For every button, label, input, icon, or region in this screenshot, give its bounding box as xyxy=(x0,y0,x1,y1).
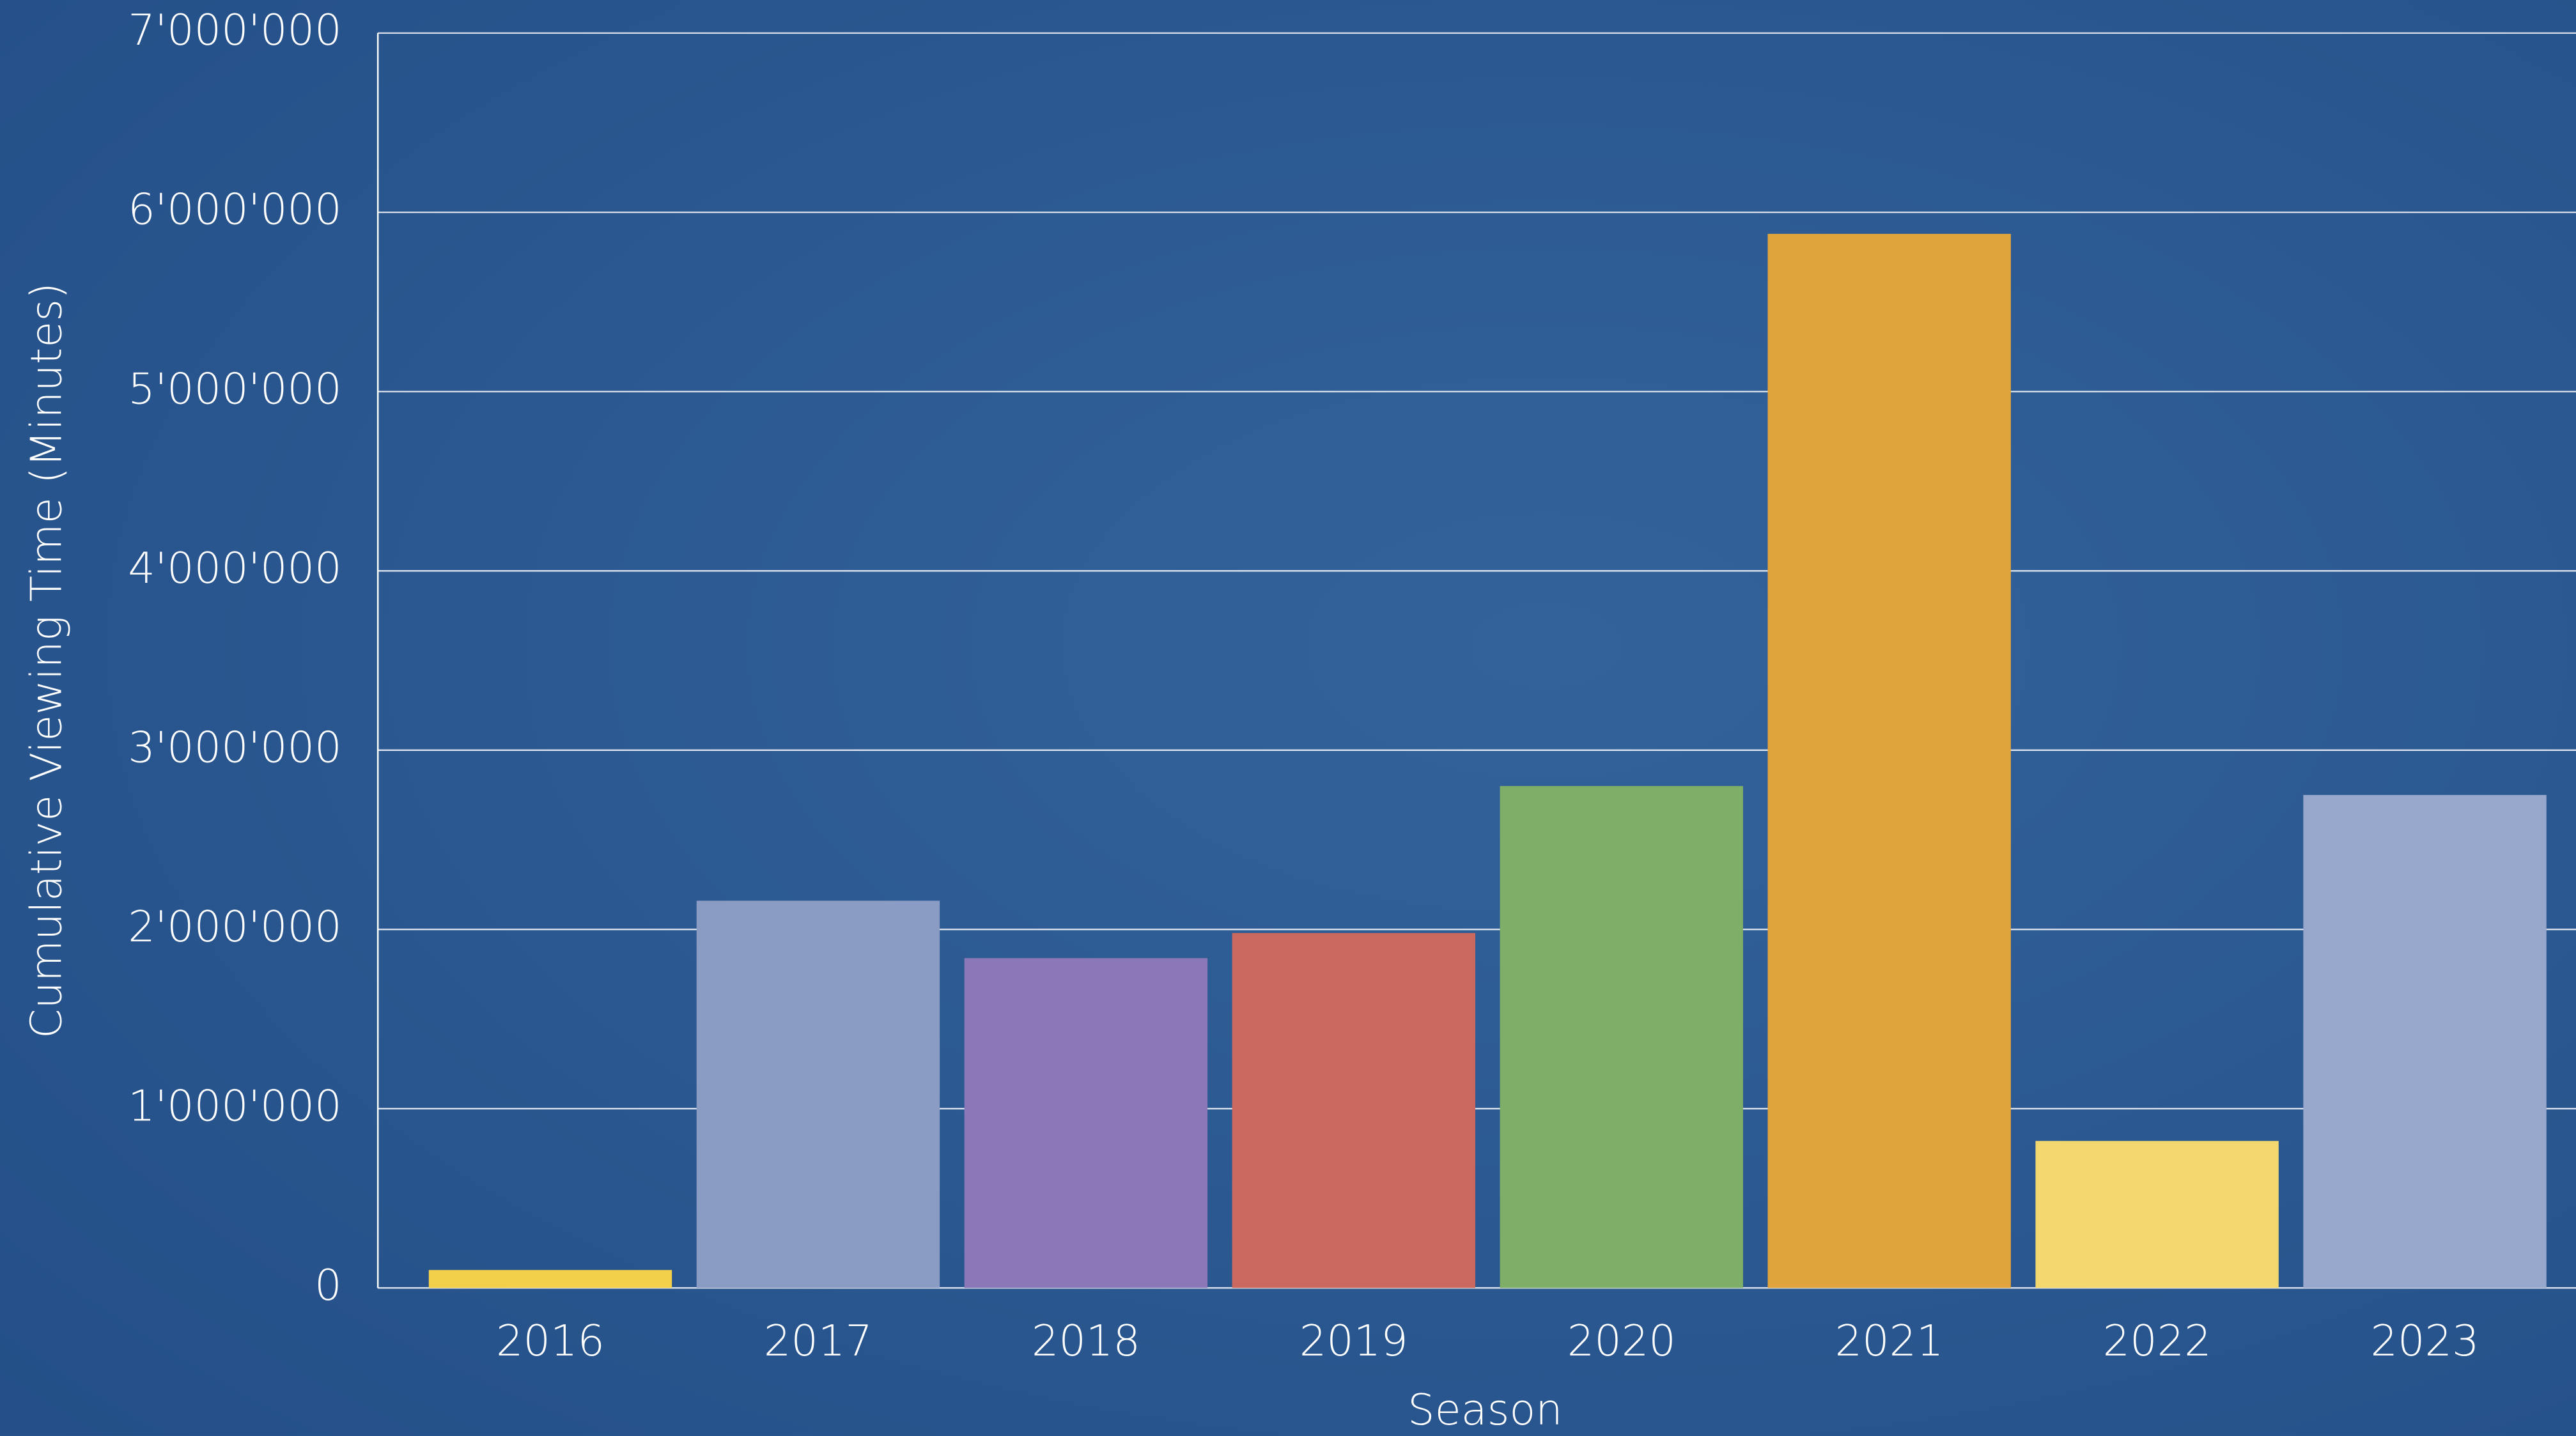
bar xyxy=(1232,932,1475,1288)
y-tick-label: 6'000'000 xyxy=(128,185,341,235)
y-tick-label: 5'000'000 xyxy=(128,364,341,413)
x-tick-label: 2019 xyxy=(1300,1316,1408,1366)
x-tick-label: 2022 xyxy=(2103,1316,2212,1366)
y-tick-label: 7'000'000 xyxy=(128,5,341,55)
bar xyxy=(2303,794,2547,1288)
y-axis-label: Cumulative Viewing Time (Minutes) xyxy=(22,282,72,1038)
x-tick-label: 2023 xyxy=(2371,1316,2479,1366)
y-tick-label: 2'000'000 xyxy=(128,902,341,952)
y-tick-label: 3'000'000 xyxy=(128,722,341,772)
y-tick-label: 4'000'000 xyxy=(128,543,341,593)
bar xyxy=(1767,233,2011,1288)
x-tick-label: 2018 xyxy=(1032,1316,1140,1366)
bar xyxy=(964,958,1208,1288)
bar xyxy=(2035,1141,2279,1288)
x-tick-label: 2017 xyxy=(764,1316,873,1366)
bar xyxy=(696,900,940,1288)
x-tick-label: 2016 xyxy=(496,1316,605,1366)
x-tick-label: 2020 xyxy=(1567,1316,1676,1366)
bar xyxy=(1500,785,1743,1288)
x-axis-label: Season xyxy=(1408,1385,1563,1435)
y-tick-label: 0 xyxy=(314,1260,342,1310)
x-tick-label: 2021 xyxy=(1835,1316,1944,1366)
bar xyxy=(428,1270,672,1288)
y-tick-label: 1'000'000 xyxy=(128,1081,341,1131)
